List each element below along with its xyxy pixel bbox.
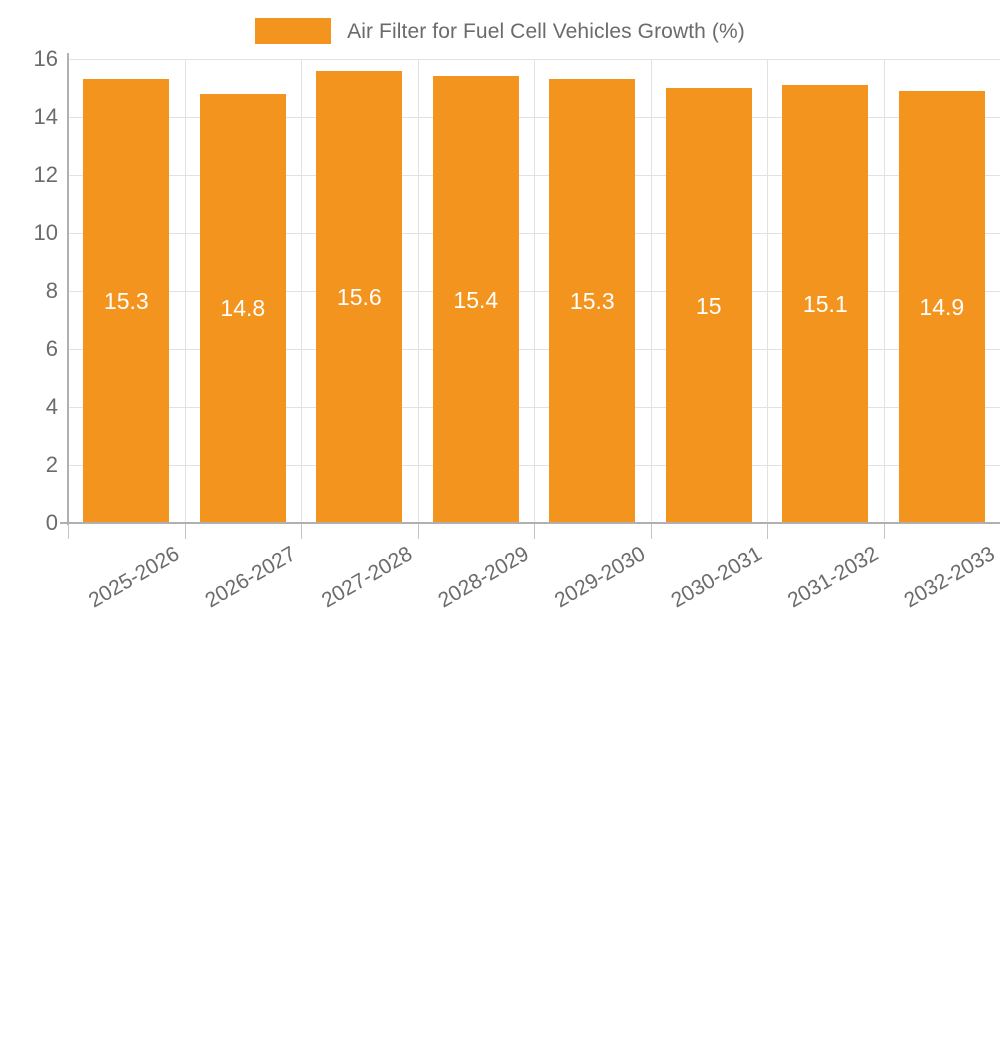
y-axis-tick-label: 14 bbox=[33, 104, 58, 129]
y-axis-tick-label: 4 bbox=[45, 394, 58, 419]
x-axis-tick-mark bbox=[68, 524, 69, 539]
x-axis-tick-mark bbox=[883, 524, 885, 539]
y-axis-tick-label: 0 bbox=[45, 510, 58, 535]
chart-legend: Air Filter for Fuel Cell Vehicles Growth… bbox=[0, 12, 1000, 50]
x-axis-tick-mark bbox=[184, 524, 186, 539]
bar[interactable]: 14.8 bbox=[199, 93, 286, 523]
bar[interactable]: 15.3 bbox=[549, 79, 636, 523]
bar[interactable]: 15.3 bbox=[83, 79, 170, 523]
x-axis-tick-label: 2032-2033 bbox=[900, 542, 999, 613]
bar-value-label: 15 bbox=[696, 292, 722, 319]
x-axis-tick-mark bbox=[417, 524, 419, 539]
x-axis-tick-label: 2031-2032 bbox=[783, 542, 883, 613]
plot-area: 15.3 14.8 15.6 15.4 15.3 15 15.1 14.9 bbox=[68, 59, 1000, 524]
y-axis-tick-label: 6 bbox=[45, 336, 58, 361]
bar-chart: Air Filter for Fuel Cell Vehicles Growth… bbox=[0, 12, 1000, 613]
y-axis-tick-label: 2 bbox=[45, 452, 58, 477]
bar-value-label: 15.1 bbox=[802, 291, 848, 317]
bar-value-label: 15.4 bbox=[453, 286, 499, 313]
bar-value-label: 15.3 bbox=[569, 288, 615, 315]
bar-value-label: 15.6 bbox=[336, 283, 382, 310]
bar[interactable]: 15 bbox=[665, 88, 752, 523]
bar[interactable]: 15.4 bbox=[432, 76, 519, 523]
x-axis-line bbox=[60, 522, 1000, 524]
y-axis-line bbox=[67, 53, 69, 525]
legend-color-swatch[interactable] bbox=[255, 18, 332, 44]
bar-value-label: 14.9 bbox=[919, 294, 965, 320]
bar[interactable]: 15.1 bbox=[782, 85, 869, 523]
bars-container: 15.3 14.8 15.6 15.4 15.3 15 15.1 14.9 bbox=[68, 59, 1000, 523]
x-axis-tick-label: 2029-2030 bbox=[550, 542, 650, 613]
y-axis-tick-label: 12 bbox=[33, 162, 58, 187]
bar[interactable]: 14.9 bbox=[898, 90, 985, 523]
x-axis-tick-mark bbox=[301, 524, 302, 539]
y-axis-tick-label: 8 bbox=[45, 278, 58, 303]
x-axis-tick-mark bbox=[650, 524, 652, 539]
y-axis-tick-label: 16 bbox=[33, 46, 58, 71]
y-axis-tick-label: 10 bbox=[33, 220, 58, 245]
bar[interactable]: 15.6 bbox=[316, 70, 403, 523]
bar-value-label: 14.8 bbox=[220, 295, 266, 322]
x-axis-tick-mark bbox=[767, 524, 768, 539]
bar-value-label: 15.3 bbox=[103, 288, 149, 315]
legend-series-label[interactable]: Air Filter for Fuel Cell Vehicles Growth… bbox=[347, 19, 745, 43]
x-axis-tick-mark bbox=[534, 524, 535, 539]
